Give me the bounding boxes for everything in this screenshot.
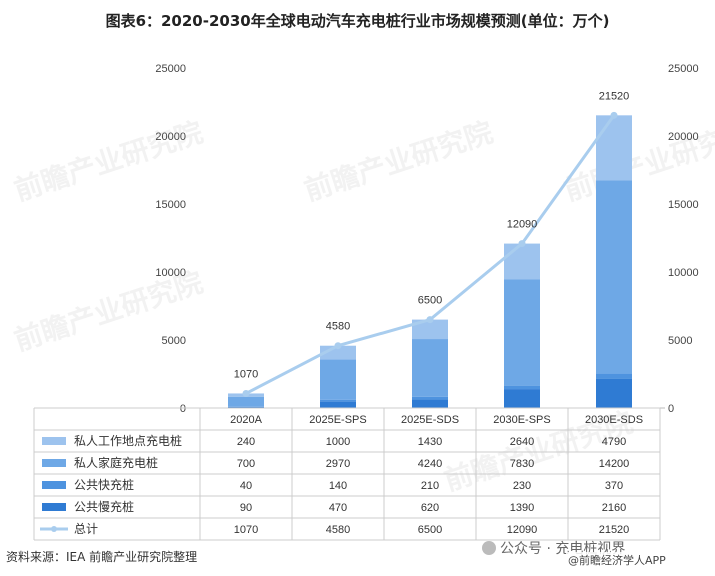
table-cell: 12090 xyxy=(507,524,538,536)
bar-segment xyxy=(504,279,540,386)
source-note: 资料来源：IEA 前瞻产业研究院整理 xyxy=(6,550,198,564)
x-tick-label: 2020A xyxy=(230,414,262,426)
legend-label: 公共快充桩 xyxy=(74,477,134,492)
table-cell: 470 xyxy=(329,502,347,514)
chart-title: 图表6：2020-2030年全球电动汽车充电桩行业市场规模预测(单位：万个) xyxy=(105,12,610,30)
total-value-label: 21520 xyxy=(599,90,630,102)
bar-segment xyxy=(228,396,264,407)
table-cell: 1390 xyxy=(510,502,534,514)
wechat-icon xyxy=(482,541,496,555)
table-cell: 620 xyxy=(421,502,439,514)
table-cell: 21520 xyxy=(599,524,630,536)
bar-segment xyxy=(412,399,448,408)
bar-segment xyxy=(412,319,448,340)
total-point xyxy=(518,240,526,248)
bar-segment xyxy=(596,378,632,408)
bar-segment xyxy=(320,401,356,408)
y-tick-label-right: 5000 xyxy=(668,335,692,347)
publisher-tag: @前瞻经济学人APP xyxy=(566,552,668,568)
y-tick-label-left: 20000 xyxy=(155,131,186,143)
table-cell: 700 xyxy=(237,458,255,470)
bar-segment xyxy=(228,406,264,407)
x-tick-label: 2030E-SDS xyxy=(585,414,643,426)
table-cell: 240 xyxy=(237,436,255,448)
y-tick-label-left: 10000 xyxy=(155,267,186,279)
table-cell: 4790 xyxy=(602,436,626,448)
y-tick-label-left: 25000 xyxy=(155,63,186,75)
y-tick-label-left: 0 xyxy=(180,403,186,415)
bar-segment xyxy=(320,399,356,402)
total-value-label: 6500 xyxy=(418,295,442,307)
table-cell: 4580 xyxy=(326,524,350,536)
bar-segment xyxy=(596,180,632,374)
x-tick-label: 2025E-SDS xyxy=(401,414,459,426)
bar-segment xyxy=(412,339,448,397)
bar-segment xyxy=(504,389,540,408)
total-value-label: 12090 xyxy=(507,219,538,231)
y-tick-label-right: 25000 xyxy=(668,63,699,75)
total-point xyxy=(610,111,618,119)
y-tick-label-right: 0 xyxy=(668,403,674,415)
table-cell: 90 xyxy=(240,502,252,514)
legend-label: 公共慢充桩 xyxy=(74,499,134,514)
table-cell: 14200 xyxy=(599,458,630,470)
table-cell: 40 xyxy=(240,480,252,492)
legend-label: 私人工作地点充电桩 xyxy=(74,433,182,448)
bar-segment xyxy=(504,243,540,280)
table-cell: 1000 xyxy=(326,436,350,448)
legend-swatch xyxy=(42,437,66,445)
legend-swatch xyxy=(42,459,66,467)
table-cell: 1430 xyxy=(418,436,442,448)
table-cell: 210 xyxy=(421,480,439,492)
y-tick-label-right: 20000 xyxy=(668,131,699,143)
table-cell: 7830 xyxy=(510,458,534,470)
table-cell: 2970 xyxy=(326,458,350,470)
bar-segment xyxy=(320,359,356,400)
total-point xyxy=(334,342,342,350)
legend-label: 总计 xyxy=(74,522,98,536)
table-cell: 230 xyxy=(513,480,531,492)
total-value-label: 4580 xyxy=(326,321,350,333)
table-cell: 2640 xyxy=(510,436,534,448)
legend-swatch-marker xyxy=(51,526,57,532)
x-tick-label: 2030E-SPS xyxy=(493,414,550,426)
bar-segment xyxy=(596,115,632,181)
total-point xyxy=(242,389,250,397)
x-tick-label: 2025E-SPS xyxy=(309,414,366,426)
table-cell: 370 xyxy=(605,480,623,492)
y-tick-label-right: 10000 xyxy=(668,267,699,279)
y-tick-label-right: 15000 xyxy=(668,199,699,211)
total-value-label: 1070 xyxy=(234,368,258,380)
table-cell: 2160 xyxy=(602,502,626,514)
legend-swatch xyxy=(42,481,66,489)
bar-segment xyxy=(596,373,632,379)
legend-swatch xyxy=(42,503,66,511)
bar-segment xyxy=(504,385,540,390)
bar-segment xyxy=(412,396,448,400)
y-tick-label-left: 5000 xyxy=(162,335,186,347)
y-tick-label-left: 15000 xyxy=(155,199,186,211)
table-cell: 4240 xyxy=(418,458,442,470)
table-cell: 140 xyxy=(329,480,347,492)
legend-label: 私人家庭充电桩 xyxy=(74,455,158,470)
total-point xyxy=(426,316,434,324)
bar-segment xyxy=(228,406,264,408)
table-cell: 1070 xyxy=(234,524,258,536)
table-cell: 6500 xyxy=(418,524,442,536)
